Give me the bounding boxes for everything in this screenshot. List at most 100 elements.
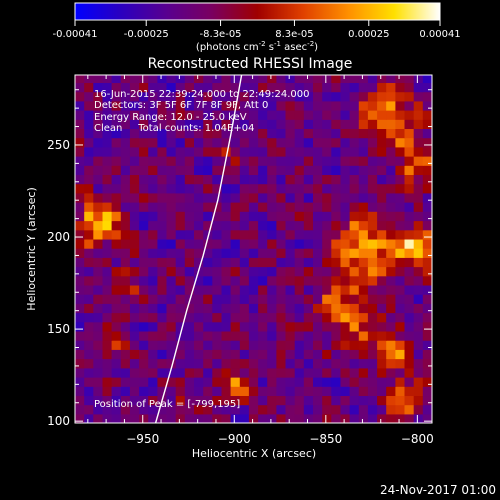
heatmap-cell (285, 183, 296, 194)
heatmap-cell (221, 349, 232, 360)
heatmap-cell (248, 257, 259, 268)
colorbar-tick-label: -8.3e-05 (200, 29, 242, 40)
heatmap-cell (93, 229, 104, 240)
heatmap-cell (294, 367, 305, 378)
heatmap-cell (367, 257, 378, 268)
heatmap-cell (386, 110, 396, 120)
heatmap-cell (276, 248, 287, 258)
heatmap-cell (276, 128, 287, 139)
heatmap-cell (248, 349, 259, 360)
heatmap-cell (395, 146, 406, 157)
heatmap-cell (404, 75, 415, 84)
heatmap-cell (358, 75, 369, 84)
heatmap-cell (203, 340, 213, 350)
heatmap-cell (194, 349, 204, 360)
heatmap-cell (331, 275, 342, 286)
heatmap-cell (358, 183, 369, 194)
heatmap-cell (404, 257, 415, 268)
heatmap-cells (75, 75, 432, 423)
heatmap-cell (276, 75, 287, 84)
heatmap-cell (166, 156, 177, 166)
heatmap-cell (303, 119, 314, 130)
heatmap-cell (331, 75, 342, 84)
heatmap-cell (349, 146, 360, 157)
heatmap-cell (175, 174, 186, 185)
heatmap-cell (166, 284, 177, 295)
heatmap-cell (349, 192, 360, 203)
heatmap-cell (166, 257, 177, 268)
annotation-peak-position: Position of Peak = [-799,195] (94, 399, 240, 410)
heatmap-cell (349, 82, 360, 93)
heatmap-cell (413, 367, 424, 378)
heatmap-cell (75, 100, 85, 111)
heatmap-cell (313, 284, 323, 295)
heatmap-cell (322, 367, 332, 378)
heatmap-cell (93, 303, 104, 314)
heatmap-cell (139, 119, 149, 130)
heatmap-cell (331, 340, 342, 350)
heatmap-cell (157, 211, 168, 222)
heatmap-cell (84, 248, 94, 258)
heatmap-cell (166, 229, 177, 240)
heatmap-cell (166, 100, 177, 111)
heatmap-cell (294, 404, 305, 415)
heatmap-cell (166, 275, 177, 286)
heatmap-cell (313, 413, 323, 423)
heatmap-cell (413, 119, 424, 130)
heatmap-cell (148, 192, 158, 203)
heatmap-cell (239, 192, 250, 203)
heatmap-cell (367, 275, 378, 286)
heatmap-cell (203, 248, 213, 258)
heatmap-cell (285, 91, 296, 102)
heatmap-cell (75, 119, 85, 130)
heatmap-cell (377, 330, 387, 341)
heatmap-cell (248, 404, 259, 415)
heatmap-cell (157, 275, 168, 286)
heatmap-cell (75, 192, 85, 203)
heatmap-cell (203, 275, 213, 286)
heatmap-cell (203, 119, 213, 130)
heatmap-cell (413, 303, 424, 314)
heatmap-cell (358, 202, 369, 212)
heatmap-cell (267, 330, 277, 341)
heatmap-cell (129, 358, 140, 369)
heatmap-cell (377, 82, 387, 93)
heatmap-cell (349, 303, 360, 314)
heatmap-cell (212, 312, 223, 323)
heatmap-cell (404, 294, 415, 304)
heatmap-cell (422, 377, 432, 387)
heatmap-cell (413, 192, 424, 203)
heatmap-cell (212, 100, 223, 111)
heatmap-cell (148, 110, 158, 120)
heatmap-cell (276, 110, 287, 120)
heatmap-cell (212, 275, 223, 286)
heatmap-cell (258, 146, 268, 157)
heatmap-cell (120, 257, 131, 268)
heatmap-cell (331, 404, 342, 415)
heatmap-cell (303, 330, 314, 341)
heatmap-cell (258, 294, 268, 304)
heatmap-cell (377, 340, 387, 350)
heatmap-cell (230, 192, 241, 203)
heatmap-cell (157, 137, 168, 148)
heatmap-cell (413, 330, 424, 341)
heatmap-cell (422, 156, 432, 166)
heatmap-cell (404, 128, 415, 139)
heatmap-cell (239, 238, 250, 249)
heatmap-cell (303, 312, 314, 323)
heatmap-cell (294, 294, 305, 304)
heatmap-cell (395, 340, 406, 350)
heatmap-cell (175, 100, 186, 111)
heatmap-cell (248, 386, 259, 397)
heatmap-cell (395, 321, 406, 332)
heatmap-cell (422, 349, 432, 360)
heatmap-cell (203, 358, 213, 369)
heatmap-cell (395, 82, 406, 93)
heatmap-cell (212, 110, 223, 120)
heatmap-cell (248, 395, 259, 406)
heatmap-cell (139, 110, 149, 120)
heatmap-cell (276, 321, 287, 332)
heatmap-cell (404, 174, 415, 185)
heatmap-cell (166, 238, 177, 249)
heatmap-cell (75, 146, 85, 157)
